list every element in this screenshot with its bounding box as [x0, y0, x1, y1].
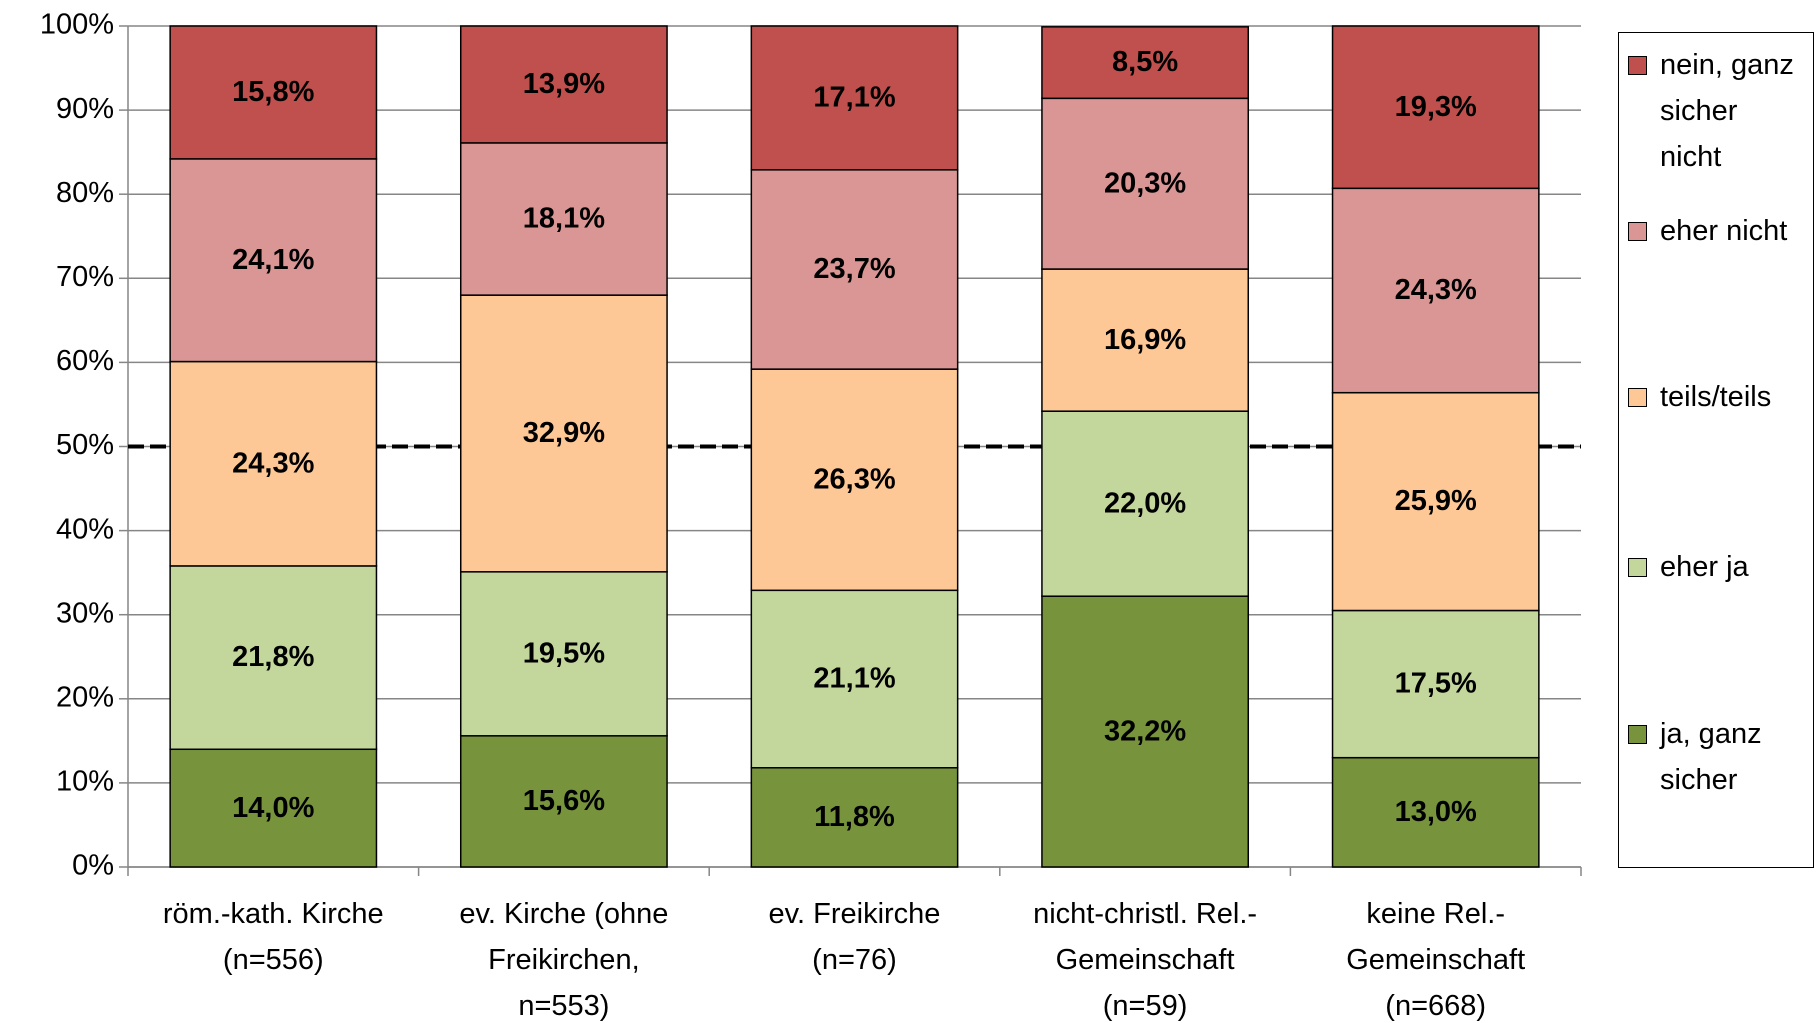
- y-tick-label: 0%: [72, 850, 114, 882]
- data-label: 13,9%: [523, 68, 605, 100]
- data-label: 15,8%: [232, 76, 314, 108]
- data-label: 26,3%: [813, 463, 895, 495]
- data-label: 24,1%: [232, 244, 314, 276]
- y-tick-label: 90%: [56, 93, 114, 125]
- bar-segment: [1041, 410, 1250, 597]
- data-label: 8,5%: [1112, 46, 1178, 78]
- data-label: 32,9%: [523, 417, 605, 449]
- data-label: 24,3%: [232, 447, 314, 479]
- x-tick-label: nicht-christl. Rel.- Gemeinschaft (n=59): [1033, 898, 1258, 1022]
- legend-swatch: [1628, 56, 1647, 75]
- bar-segment: [750, 368, 959, 592]
- data-label: 18,1%: [523, 203, 605, 235]
- bar-segment: [1331, 187, 1540, 394]
- data-label: 32,2%: [1104, 715, 1186, 747]
- bar-segment: [459, 294, 668, 573]
- bar-segment: [1041, 268, 1250, 412]
- legend-label: nein, ganz sicher nicht: [1660, 49, 1794, 173]
- bar-segment: [169, 360, 378, 567]
- data-label: 11,8%: [814, 801, 895, 833]
- data-label: 13,0%: [1395, 796, 1477, 828]
- legend-swatch: [1628, 558, 1647, 577]
- legend-label: teils/teils: [1660, 381, 1772, 413]
- y-tick-label: 80%: [56, 177, 114, 209]
- bar-segment: [750, 767, 959, 868]
- legend-swatch: [1628, 388, 1647, 407]
- bar-segment: [1331, 609, 1540, 759]
- bar-segment: [750, 25, 959, 171]
- data-label: 21,1%: [813, 663, 895, 695]
- x-tick-label: ev. Kirche (ohne Freikirchen, n=553): [459, 898, 669, 1022]
- legend-swatch: [1628, 222, 1647, 241]
- data-label: 25,9%: [1395, 485, 1477, 517]
- bar-segment: [1041, 97, 1250, 270]
- bar-segment: [169, 565, 378, 751]
- y-tick-label: 10%: [56, 766, 114, 798]
- data-label: 24,3%: [1395, 274, 1477, 306]
- bar-segment: [169, 25, 378, 160]
- x-tick-label: keine Rel.- Gemeinschaft (n=668): [1346, 898, 1526, 1022]
- legend-swatch: [1628, 725, 1647, 744]
- data-label: 22,0%: [1104, 487, 1186, 519]
- y-tick-label: 20%: [56, 681, 114, 713]
- bar-segment: [459, 142, 668, 296]
- data-label: 16,9%: [1104, 324, 1186, 356]
- legend: [1618, 32, 1814, 868]
- bar-segment: [750, 169, 959, 370]
- bar-segment: [459, 735, 668, 868]
- bar-segment: [750, 589, 959, 769]
- bar-segment: [1331, 25, 1540, 190]
- data-label: 21,8%: [232, 641, 314, 673]
- data-label: 19,3%: [1395, 91, 1477, 123]
- bar-segment: [459, 571, 668, 737]
- x-tick-label: ev. Freikirche (n=76): [768, 898, 941, 976]
- y-tick-label: 100%: [40, 9, 114, 41]
- bar-segment: [1041, 26, 1250, 100]
- bar-segment: [459, 25, 668, 144]
- legend-label: eher nicht: [1660, 215, 1788, 247]
- data-label: 14,0%: [232, 792, 314, 824]
- x-tick-label: röm.-kath. Kirche (n=556): [162, 898, 384, 976]
- legend-label: ja, ganz sicher: [1660, 718, 1762, 796]
- bar-segment: [169, 158, 378, 363]
- data-label: 20,3%: [1104, 167, 1186, 199]
- data-label: 23,7%: [813, 253, 895, 285]
- bar-segment: [1331, 391, 1540, 612]
- y-tick-label: 70%: [56, 261, 114, 293]
- data-label: 15,6%: [523, 785, 605, 817]
- y-tick-label: 50%: [56, 429, 114, 461]
- data-label: 17,1%: [813, 82, 895, 114]
- y-tick-label: 40%: [56, 513, 114, 545]
- y-tick-label: 60%: [56, 345, 114, 377]
- bar-segment: [1331, 756, 1540, 868]
- bar-segment: [1041, 595, 1250, 868]
- bar-segment: [169, 748, 378, 868]
- legend-label: eher ja: [1660, 551, 1749, 583]
- y-tick-label: 30%: [56, 597, 114, 629]
- data-label: 17,5%: [1395, 668, 1477, 700]
- data-label: 19,5%: [523, 637, 605, 669]
